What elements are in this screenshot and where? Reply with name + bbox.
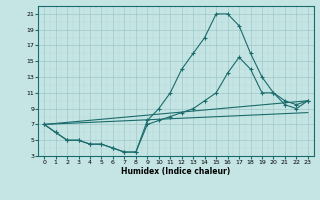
X-axis label: Humidex (Indice chaleur): Humidex (Indice chaleur) xyxy=(121,167,231,176)
